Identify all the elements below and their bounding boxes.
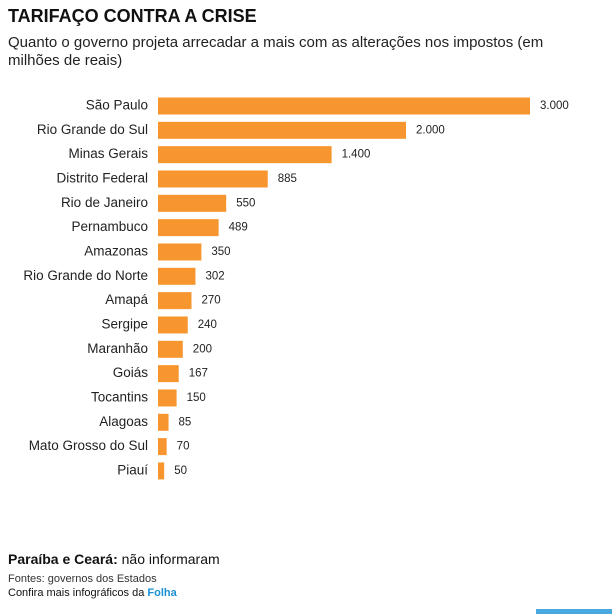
value-label: 150 xyxy=(187,392,206,404)
category-label: Rio Grande do Sul xyxy=(37,122,148,137)
bar xyxy=(158,170,268,188)
chart-subtitle: Quanto o governo projeta arrecadar a mai… xyxy=(8,34,544,69)
category-label: Sergipe xyxy=(101,317,148,332)
bar xyxy=(158,97,530,115)
bar xyxy=(158,121,406,139)
value-label: 167 xyxy=(189,368,208,380)
category-label: Rio Grande do Norte xyxy=(23,268,148,283)
category-label: Pernambuco xyxy=(71,219,148,234)
decor-bar xyxy=(536,609,612,614)
more-line: Confira mais infográficos da Folha xyxy=(8,587,177,599)
value-label: 350 xyxy=(211,246,230,258)
value-label: 50 xyxy=(174,465,187,477)
value-label: 489 xyxy=(229,222,248,234)
value-label: 85 xyxy=(179,416,192,428)
value-label: 550 xyxy=(236,197,255,209)
bar xyxy=(158,292,192,310)
category-label: Piauí xyxy=(117,463,148,478)
value-label: 2.000 xyxy=(416,124,445,136)
bar xyxy=(158,340,183,358)
category-label: Amazonas xyxy=(84,244,148,259)
value-label: 200 xyxy=(193,343,212,355)
bar xyxy=(158,462,165,480)
category-label: Tocantins xyxy=(91,390,148,405)
bar xyxy=(158,243,202,261)
bar xyxy=(158,365,179,383)
value-label: 240 xyxy=(198,319,217,331)
bar xyxy=(158,389,177,407)
note-text: não informaram xyxy=(121,551,220,567)
more-text: Confira mais infográficos da xyxy=(8,587,145,599)
bar xyxy=(158,146,332,164)
bar xyxy=(158,267,196,285)
source: Fontes: governos dos Estados xyxy=(8,573,157,585)
category-label: São Paulo xyxy=(86,98,148,113)
folha-link[interactable]: Folha xyxy=(147,587,177,599)
value-label: 70 xyxy=(177,441,190,453)
category-label: Minas Gerais xyxy=(68,146,148,161)
bar xyxy=(158,194,227,212)
chart: São Paulo 3.000 Rio Grande do Sul 2.000 Mina… xyxy=(23,97,569,480)
bar xyxy=(158,413,169,431)
value-label: 302 xyxy=(205,270,224,282)
bar xyxy=(158,438,167,456)
category-label: Maranhão xyxy=(87,341,148,356)
category-label: Amapá xyxy=(105,292,148,307)
category-label: Mato Grosso do Sul xyxy=(29,438,148,453)
value-label: 1.400 xyxy=(342,149,371,161)
value-label: 270 xyxy=(201,295,220,307)
bar xyxy=(158,219,219,237)
value-label: 3.000 xyxy=(540,100,569,112)
chart-title: TARIFAÇO CONTRA A CRISE xyxy=(8,6,257,26)
category-label: Rio de Janeiro xyxy=(61,195,148,210)
value-label: 885 xyxy=(278,173,297,185)
bar xyxy=(158,316,188,334)
category-label: Alagoas xyxy=(99,414,148,429)
category-label: Distrito Federal xyxy=(56,171,148,186)
note-bold: Paraíba e Ceará: xyxy=(8,551,118,567)
footnote: Paraíba e Ceará: não informaram xyxy=(8,551,220,567)
category-label: Goiás xyxy=(113,365,149,380)
